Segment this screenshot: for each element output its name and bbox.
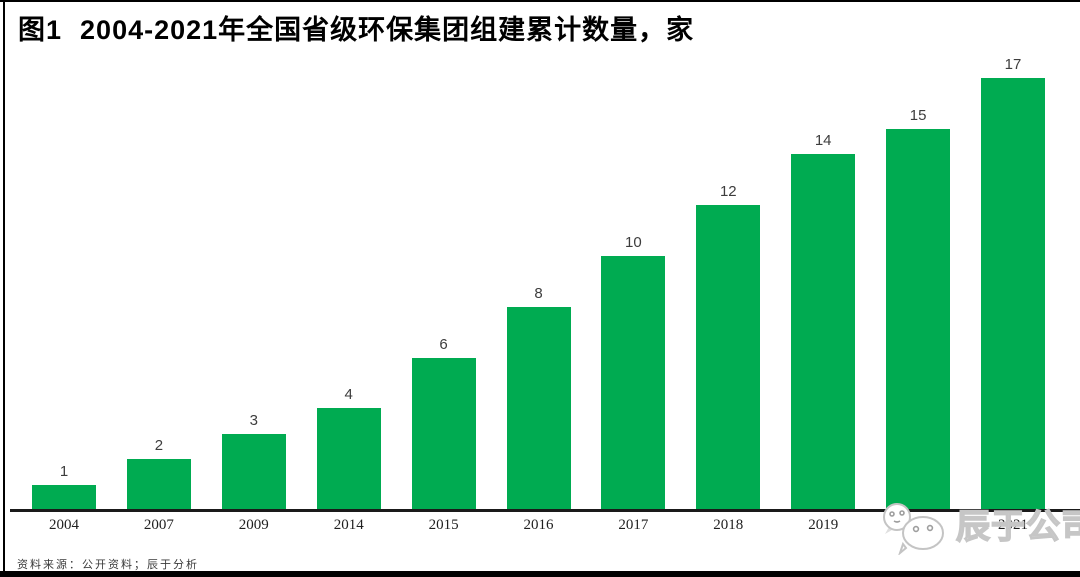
bar	[981, 78, 1045, 510]
x-axis-tick-labels: 2004 2007 2009 2014 2015 2016 2017 2018 2019 2020…	[0, 517, 1080, 539]
figure-title: 图1 2004-2021年全国省级环保集团组建累计数量，家	[18, 8, 694, 47]
x-tick-label: 2018	[713, 517, 744, 533]
x-tick-label: 2016	[523, 517, 554, 533]
bar-value-label: 2	[154, 437, 164, 455]
left-border-line	[3, 0, 5, 577]
top-border-line	[0, 0, 1080, 2]
x-tick-label: 2021	[998, 517, 1028, 533]
x-axis-line	[10, 509, 1080, 512]
x-tick-label: 2017	[618, 517, 649, 533]
x-tick-label: 2007	[143, 517, 174, 533]
bar	[886, 129, 951, 510]
bar-chart-plot: 1 2 3 4 6 8 10 12 14 15 17	[32, 56, 1045, 510]
x-tick-label: 2009	[238, 517, 269, 533]
x-tick-label: 2014	[333, 517, 364, 533]
bar-value-label: 3	[249, 411, 258, 429]
bar-value-label: 4	[344, 386, 353, 404]
bar-value-label: 17	[1004, 56, 1022, 74]
bar-value-label: 10	[625, 234, 642, 251]
source-note: 资料来源：公开资料；辰于分析	[17, 559, 199, 571]
bar	[506, 306, 571, 510]
bar	[316, 408, 381, 510]
bar-value-label: 6	[439, 335, 448, 353]
bar-value-label: 14	[814, 132, 832, 150]
bar	[32, 484, 96, 510]
bar	[696, 205, 761, 510]
figure-title-text: 2004-2021年全国省级环保集团组建累计数量，家	[80, 15, 695, 45]
bar	[221, 433, 286, 510]
x-tick-label: 2015	[428, 517, 459, 533]
bar-value-label: 15	[909, 107, 927, 124]
bar-value-label: 1	[59, 462, 69, 480]
figure-number-label: 图1	[18, 15, 63, 45]
bar	[411, 357, 476, 510]
bar	[601, 256, 666, 510]
bar-value-label: 12	[719, 183, 737, 201]
bar-value-label: 8	[534, 284, 543, 302]
x-tick-label: 2004	[49, 517, 79, 533]
bottom-border-line	[0, 571, 1080, 577]
bar	[791, 154, 856, 510]
x-tick-label: 2020	[903, 517, 934, 533]
bar	[126, 459, 191, 510]
x-tick-label: 2019	[808, 517, 839, 533]
